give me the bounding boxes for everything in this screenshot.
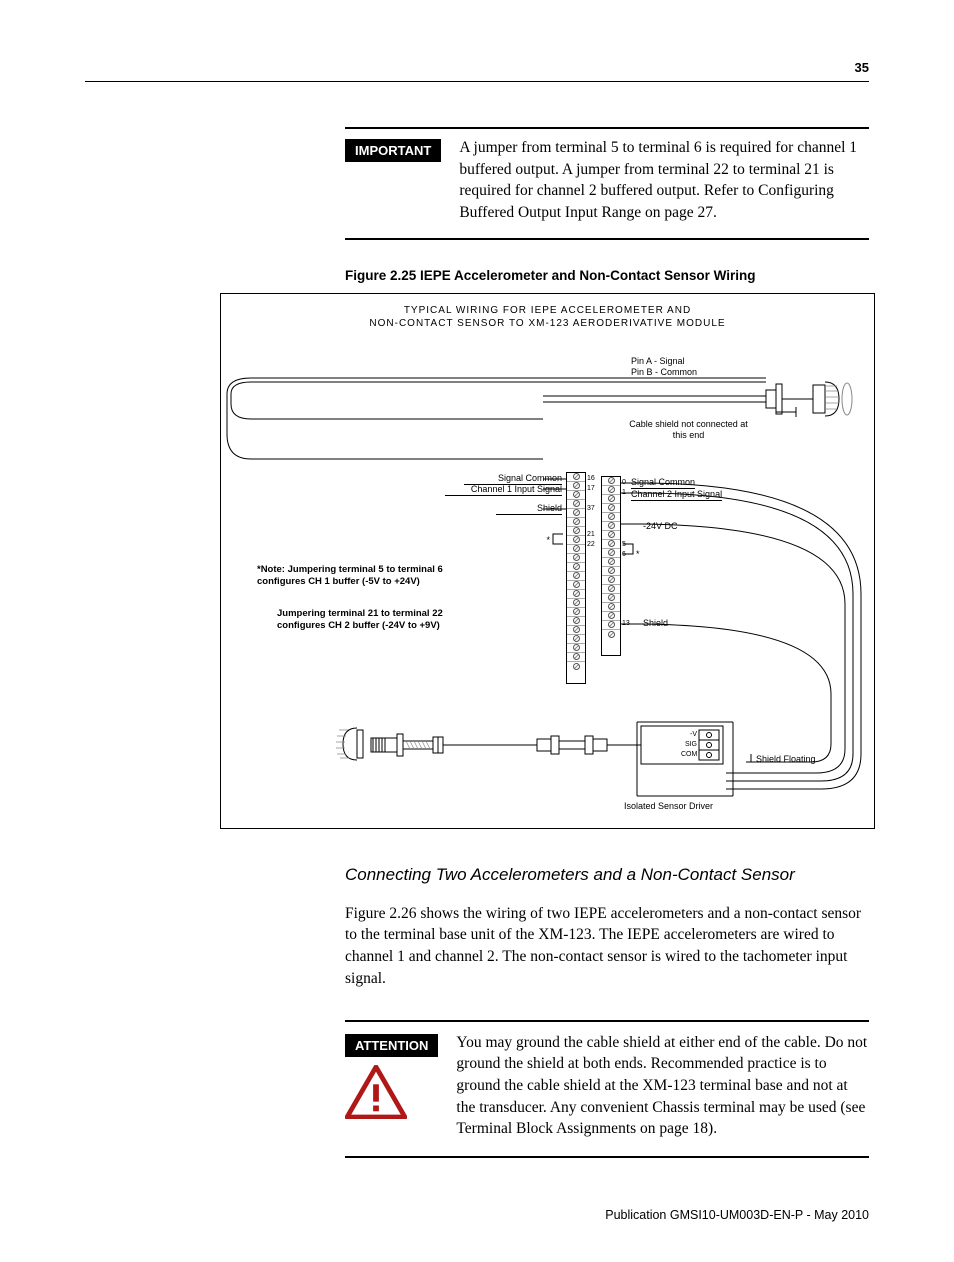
shield-floating-label: Shield Floating xyxy=(756,754,816,765)
asterisk-left: * xyxy=(536,535,550,546)
ch2-input-label: Channel 2 Input Signal xyxy=(631,489,722,501)
t21: 21 xyxy=(587,531,595,539)
com-label: COM xyxy=(681,751,697,759)
diagram-title-1: TYPICAL WIRING FOR IEPE ACCELEROMETER AN… xyxy=(404,305,691,316)
pin-a-label: Pin A - Signal xyxy=(631,356,685,367)
isolated-driver-label: Isolated Sensor Driver xyxy=(624,801,713,812)
figure-caption: Figure 2.25 IEPE Accelerometer and Non-C… xyxy=(345,268,869,283)
t0: 0 xyxy=(622,479,626,487)
warning-icon xyxy=(345,1065,407,1119)
right-terminal-block xyxy=(601,476,621,656)
page-number: 35 xyxy=(85,60,869,75)
attention-text: You may ground the cable shield at eithe… xyxy=(456,1032,869,1140)
ch1-input-label: Channel 1 Input Signal xyxy=(445,484,562,496)
important-callout: IMPORTANT A jumper from terminal 5 to te… xyxy=(345,127,869,240)
publication-line: Publication GMSI10-UM003D-EN-P - May 201… xyxy=(85,1208,869,1222)
t13: 13 xyxy=(622,620,630,628)
vneg-label: -V xyxy=(685,731,697,739)
t1: 1 xyxy=(622,489,626,497)
wiring-diagram: TYPICAL WIRING FOR IEPE ACCELEROMETER AN… xyxy=(220,293,875,829)
t6: 6 xyxy=(622,551,626,559)
diagram-title: TYPICAL WIRING FOR IEPE ACCELEROMETER AN… xyxy=(221,294,874,330)
jumper-note-2: Jumpering terminal 21 to terminal 22 con… xyxy=(277,608,492,633)
important-label: IMPORTANT xyxy=(345,139,441,162)
left-terminal-block xyxy=(566,472,586,684)
diagram-svg xyxy=(221,294,875,829)
t5: 5 xyxy=(622,541,626,549)
sig-common-right: Signal Common xyxy=(631,477,695,489)
attention-callout: ATTENTION You may ground the cable shiel… xyxy=(345,1020,869,1158)
shield-left: Shield xyxy=(496,503,562,515)
asterisk-right: * xyxy=(636,549,640,560)
sig-label: SIG xyxy=(683,741,697,749)
pin-b-label: Pin B - Common xyxy=(631,367,697,378)
diagram-title-2: NON-CONTACT SENSOR TO XM-123 AERODERIVAT… xyxy=(369,318,725,329)
t37: 37 xyxy=(587,505,595,513)
header-rule xyxy=(85,81,869,82)
important-text: A jumper from terminal 5 to terminal 6 i… xyxy=(459,137,869,224)
t17: 17 xyxy=(587,485,595,493)
t16: 16 xyxy=(587,475,595,483)
shield-right: Shield xyxy=(643,618,668,629)
attention-label: ATTENTION xyxy=(345,1034,438,1057)
t22: 22 xyxy=(587,541,595,549)
jumper-note-1: *Note: Jumpering terminal 5 to terminal … xyxy=(257,564,482,589)
neg24v-label: -24V DC xyxy=(643,521,678,532)
body-paragraph: Figure 2.26 shows the wiring of two IEPE… xyxy=(345,903,869,990)
subheading: Connecting Two Accelerometers and a Non-… xyxy=(345,865,869,885)
shield-note: Cable shield not connected at this end xyxy=(621,419,756,441)
